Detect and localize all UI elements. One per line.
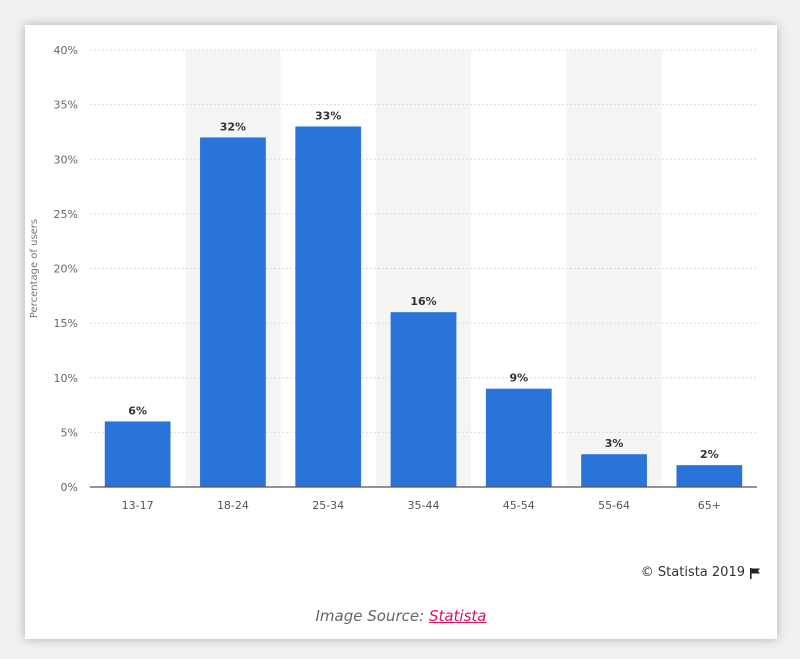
data-label: 2% <box>700 448 719 461</box>
credit-text: © Statista 2019 <box>640 565 745 580</box>
ytick-label: 35% <box>54 99 78 112</box>
xtick-label: 25-34 <box>312 499 344 512</box>
data-label: 3% <box>605 437 624 450</box>
data-label: 6% <box>128 404 147 417</box>
bar-18-24 <box>200 137 266 487</box>
source-link[interactable]: Statista <box>428 607 487 625</box>
xtick-label: 18-24 <box>217 499 249 512</box>
bar-55-64 <box>581 454 647 487</box>
image-source: Image Source: Statista <box>25 607 777 625</box>
ytick-label: 15% <box>54 317 78 330</box>
data-label: 9% <box>509 372 528 385</box>
flag-icon[interactable] <box>749 567 761 579</box>
bar-65+ <box>676 465 743 487</box>
ytick-label: 20% <box>54 263 78 276</box>
ytick-label: 5% <box>61 426 78 439</box>
data-label: 33% <box>315 109 341 122</box>
data-label: 16% <box>410 295 436 308</box>
xtick-label: 65+ <box>698 499 721 512</box>
ytick-label: 40% <box>54 44 78 57</box>
ytick-label: 10% <box>54 372 78 385</box>
xtick-label: 55-64 <box>598 499 630 512</box>
data-label: 32% <box>220 120 246 133</box>
xtick-label: 45-54 <box>503 499 535 512</box>
xtick-label: 35-44 <box>408 499 440 512</box>
bar-chart: 0% 5% 10% 15% 20% 25% 30% 35% 40% Percentage of u… <box>29 44 757 512</box>
ytick-label: 30% <box>54 153 78 166</box>
ytick-label: 25% <box>54 208 78 221</box>
ytick-label: 0% <box>61 481 78 494</box>
source-prefix: Image Source: <box>315 607 425 625</box>
xtick-label: 13-17 <box>122 499 154 512</box>
y-axis-label: Percentage of users <box>29 219 40 318</box>
statista-credit[interactable]: © Statista 2019 <box>641 565 761 580</box>
chart-card: 0% 5% 10% 15% 20% 25% 30% 35% 40% Percentage of u… <box>25 25 777 639</box>
bar-45-54 <box>485 388 552 487</box>
bar-25-34 <box>295 126 362 487</box>
bar-35-44 <box>390 312 457 487</box>
bar-13-17 <box>104 421 171 487</box>
